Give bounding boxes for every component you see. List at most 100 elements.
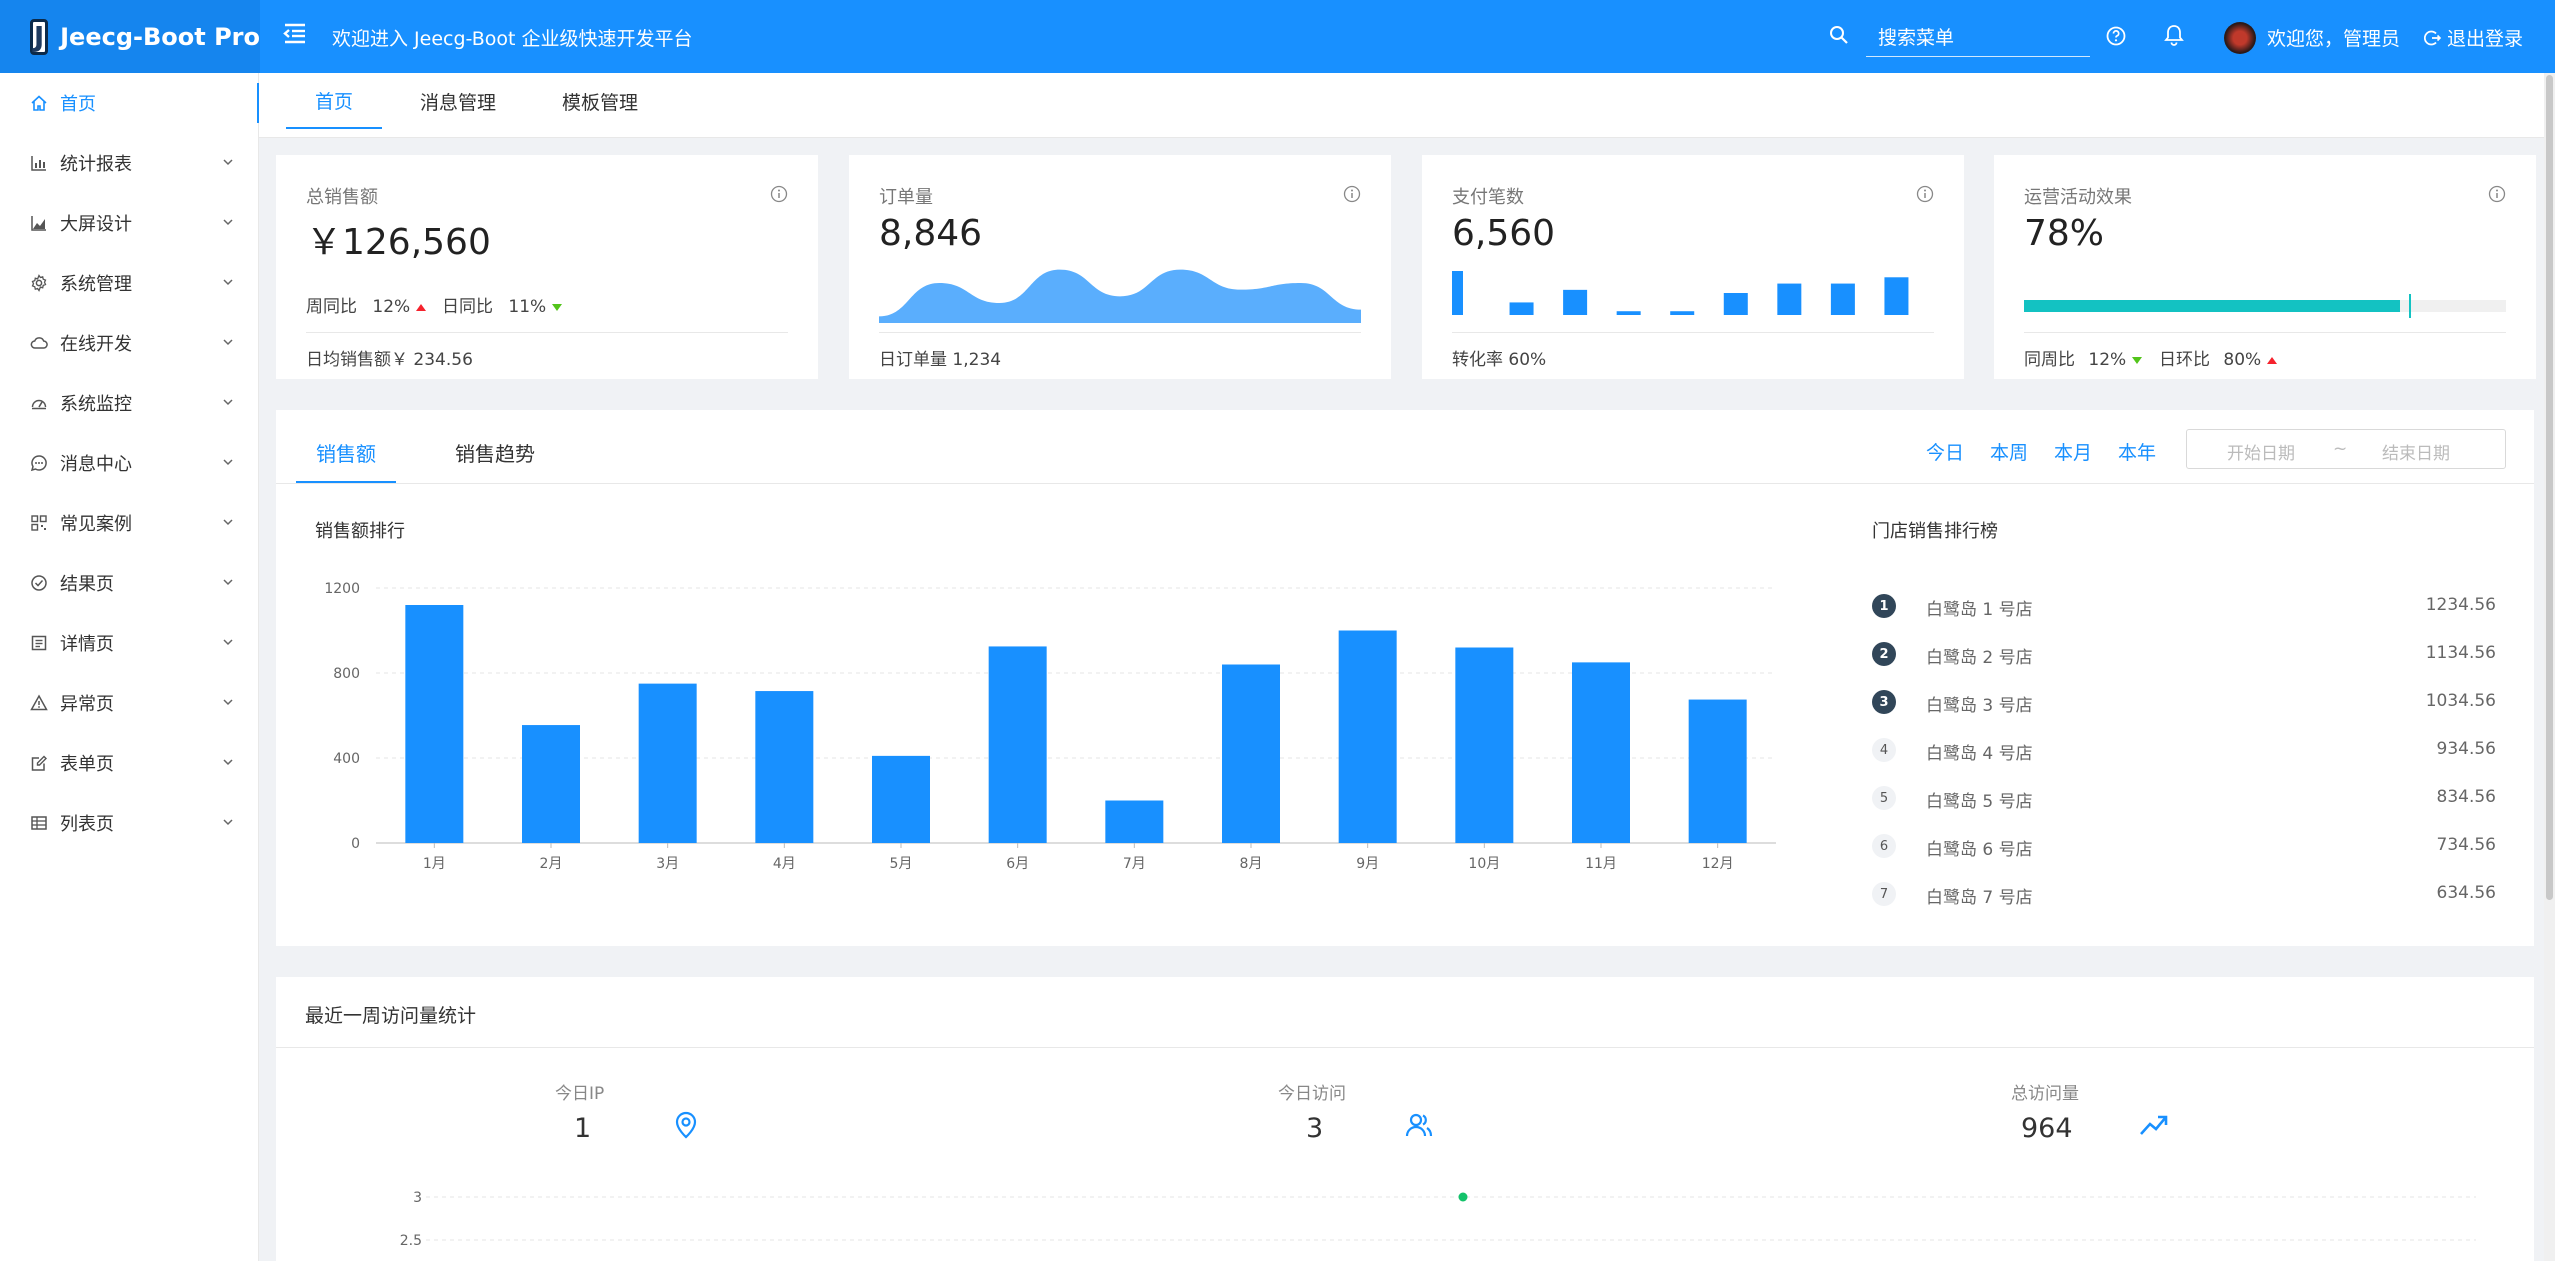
range-year[interactable]: 本年 [2118, 442, 2157, 464]
store-value: 734.56 [2436, 835, 2496, 855]
sidebar-item-reports[interactable]: 统计报表 [0, 143, 259, 183]
area [879, 269, 1361, 323]
store-value: 1234.56 [2425, 595, 2496, 615]
sidebar-item-label: 结果页 [60, 574, 114, 595]
rank-number: 4 [1872, 738, 1896, 762]
range-week[interactable]: 本周 [1990, 442, 2029, 464]
info-circle-icon[interactable] [2488, 185, 2506, 203]
rank-number: 5 [1872, 786, 1896, 810]
x-tick-label: 1月 [423, 856, 446, 872]
store-value: 834.56 [2436, 787, 2496, 807]
team-icon [1405, 1113, 1433, 1137]
payments-bar-chart [1452, 271, 1909, 315]
rank-number: 2 [1872, 642, 1896, 666]
data-point [1458, 1192, 1468, 1202]
ranking-item: 2 白鹭岛 2 号店 1134.56 [1872, 640, 2496, 668]
search-icon[interactable] [1828, 24, 1850, 46]
logo[interactable]: J Jeecg-Boot Pro [0, 0, 260, 73]
range-today[interactable]: 今日 [1926, 442, 1965, 464]
bar [1884, 277, 1909, 315]
top-header: J Jeecg-Boot Pro 欢迎进入 Jeecg-Boot 企业级快速开发… [0, 0, 2555, 73]
warning-icon [30, 694, 48, 711]
trend-value: 12% [372, 297, 411, 317]
card-orders: 订单量 8,846 日订单量 1,234 [849, 155, 1391, 379]
sidebar-item-exception[interactable]: 异常页 [0, 683, 259, 723]
x-tick-label: 10月 [1468, 856, 1500, 872]
cloud-icon [30, 337, 48, 349]
trend-value: 80% [2223, 350, 2262, 370]
chevron-down-icon [223, 219, 233, 226]
bar [405, 605, 464, 843]
sidebar-item-form[interactable]: 表单页 [0, 743, 259, 783]
sidebar-item-label: 在线开发 [60, 334, 132, 355]
store-name: 白鹭岛 5 号店 [1926, 792, 2033, 812]
caret-up-icon [416, 303, 427, 311]
ranking-item: 6 白鹭岛 6 号店 734.56 [1872, 832, 2496, 860]
bar-chart-icon [31, 156, 46, 171]
sidebar-item-cases[interactable]: 常见案例 [0, 503, 259, 543]
bar [1688, 699, 1747, 843]
message-icon [30, 455, 47, 472]
chevron-down-icon [223, 459, 233, 466]
x-tick-label: 2月 [540, 856, 563, 872]
store-value: 1034.56 [2425, 691, 2496, 711]
sidebar-item-messages[interactable]: 消息中心 [0, 443, 259, 483]
chevron-down-icon [223, 699, 233, 706]
search-input[interactable] [1866, 19, 2090, 57]
day-trend: 日同比 11% [442, 292, 563, 317]
bar [872, 755, 930, 843]
trend-value: 12% [2088, 350, 2127, 370]
tab-sales[interactable]: 销售额 [316, 442, 376, 466]
sidebar-item-result[interactable]: 结果页 [0, 563, 259, 603]
sidebar-item-monitor[interactable]: 系统监控 [0, 383, 259, 423]
info-circle-icon[interactable] [1343, 185, 1361, 203]
bar [1830, 283, 1855, 315]
sidebar-item-system[interactable]: 系统管理 [0, 263, 259, 303]
logout-button[interactable]: 退出登录 [2424, 24, 2523, 51]
sidebar-item-label: 统计报表 [60, 154, 132, 175]
menu-fold-icon[interactable] [282, 20, 308, 46]
chevron-down-icon [223, 159, 233, 166]
caret-down-icon [2132, 356, 2143, 364]
sidebar-item-online-dev[interactable]: 在线开发 [0, 323, 259, 363]
start-date-input[interactable]: 开始日期 [2227, 444, 2295, 464]
x-tick-label: 5月 [890, 856, 913, 872]
tab-messages[interactable]: 消息管理 [419, 91, 496, 114]
user-greeting[interactable]: 欢迎您，管理员 [2267, 28, 2401, 50]
area-chart-icon [31, 216, 46, 231]
store-value: 934.56 [2436, 739, 2496, 759]
bar [1616, 311, 1641, 315]
bar [522, 725, 580, 843]
sidebar-item-home[interactable]: 首页 [0, 83, 260, 123]
sidebar-item-bigscreen[interactable]: 大屏设计 [0, 203, 259, 243]
visits-title: 最近一周访问量统计 [305, 1005, 477, 1027]
date-range-picker[interactable]: 开始日期 ~ 结束日期 [2186, 429, 2506, 469]
tab-home[interactable]: 首页 [286, 73, 382, 129]
end-date-input[interactable]: 结束日期 [2382, 444, 2450, 464]
progress-fill [2024, 300, 2400, 312]
progress-target-marker [2409, 294, 2411, 318]
range-month[interactable]: 本月 [2054, 442, 2093, 464]
sidebar-item-label: 异常页 [60, 694, 114, 715]
x-tick-label: 11月 [1585, 856, 1617, 872]
home-icon [31, 95, 47, 111]
info-circle-icon[interactable] [1916, 185, 1934, 203]
tab-templates[interactable]: 模板管理 [561, 91, 638, 114]
sales-panel: 销售额 销售趋势 今日 本周 本月 本年 开始日期 ~ 结束日期 销售额排行 0… [276, 410, 2534, 946]
sidebar-item-list[interactable]: 列表页 [0, 803, 259, 843]
sidebar-item-detail[interactable]: 详情页 [0, 623, 259, 663]
store-name: 白鹭岛 6 号店 [1926, 840, 2033, 860]
progress-track [2024, 294, 2506, 318]
card-label: 订单量 [879, 187, 933, 208]
bell-icon[interactable] [2163, 23, 2185, 47]
bar [1723, 293, 1748, 315]
info-circle-icon[interactable] [770, 185, 788, 203]
scrollbar-thumb[interactable] [2546, 75, 2553, 900]
tab-sales-trend[interactable]: 销售趋势 [455, 442, 535, 466]
avatar[interactable] [2224, 22, 2256, 54]
bar [1777, 283, 1802, 315]
x-tick-label: 9月 [1356, 856, 1379, 872]
today-visits-value: 3 [1306, 1113, 1324, 1144]
store-name: 白鹭岛 1 号店 [1926, 600, 2033, 620]
question-circle-icon[interactable] [2105, 25, 2127, 47]
